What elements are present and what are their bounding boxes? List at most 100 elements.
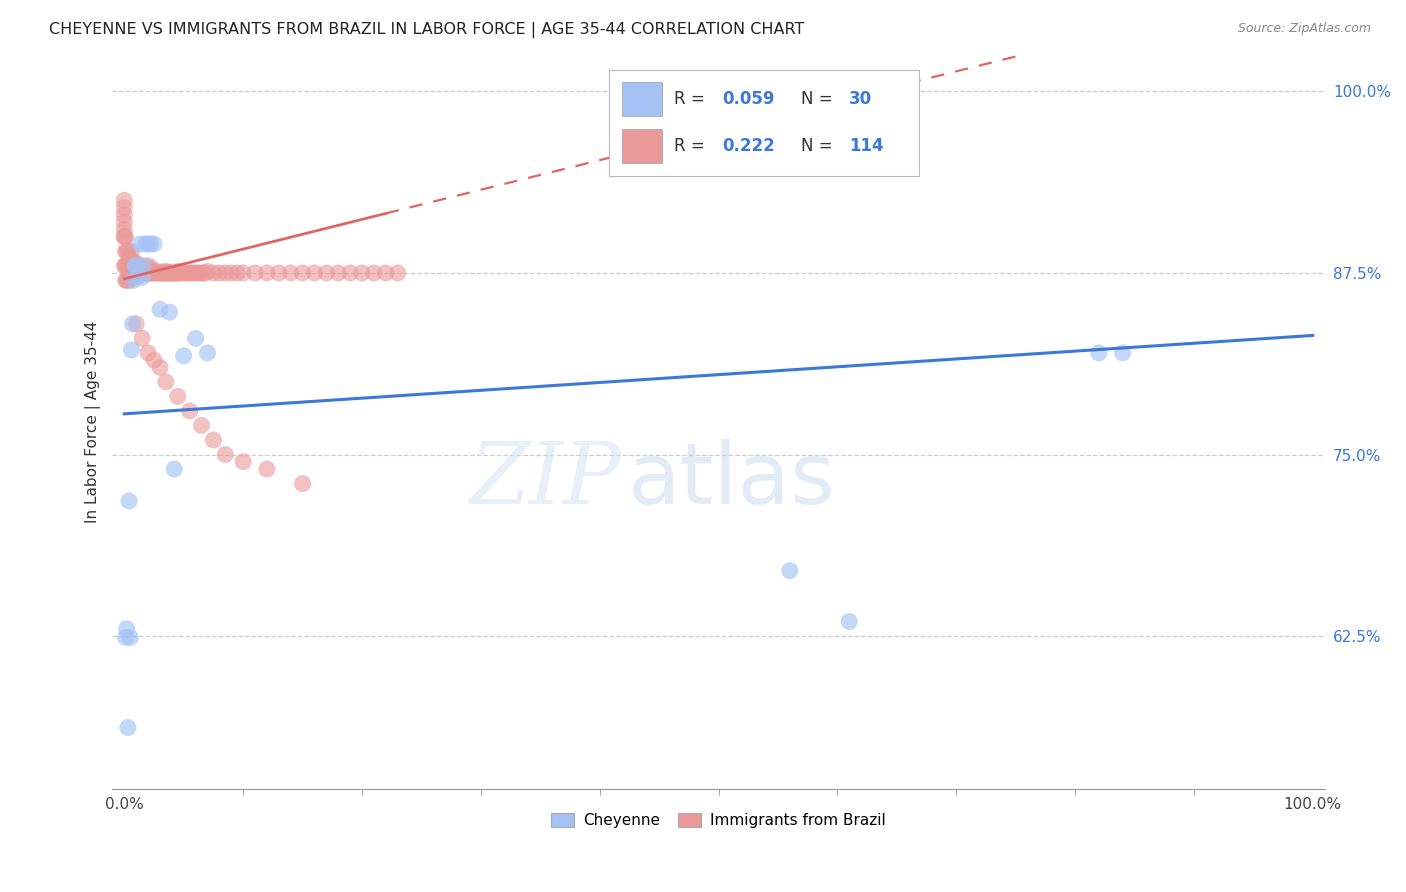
Point [184,331,207,345]
Point [122,266,145,280]
Point [135,236,157,251]
Point [166,264,188,278]
Point [114,229,136,244]
Point [120,261,142,276]
Point [115,273,138,287]
Point [363,266,385,280]
Point [128,236,150,251]
Point [374,266,396,280]
Point [115,244,138,259]
Point [219,266,242,280]
Point [156,264,179,278]
Point [779,564,801,578]
Point [112,194,135,208]
Point [117,259,139,273]
Point [232,266,254,280]
Point [138,266,160,280]
Point [163,462,186,476]
Point [226,266,249,280]
Text: CHEYENNE VS IMMIGRANTS FROM BRAZIL IN LABOR FORCE | AGE 35-44 CORRELATION CHART: CHEYENNE VS IMMIGRANTS FROM BRAZIL IN LA… [49,22,804,38]
Point [121,256,143,270]
Point [166,266,188,280]
Text: Source: ZipAtlas.com: Source: ZipAtlas.com [1237,22,1371,36]
Point [117,721,139,735]
Point [131,270,153,285]
Point [194,266,217,280]
Point [159,266,181,280]
Point [127,266,149,280]
Point [159,266,181,280]
Point [165,266,187,280]
Point [315,266,337,280]
Point [177,266,200,280]
Point [112,229,135,244]
Point [267,266,290,280]
Point [121,266,143,280]
Point [114,631,136,645]
Point [114,244,136,259]
Point [135,266,157,280]
Point [160,266,183,280]
Point [129,266,152,280]
Point [150,266,173,280]
Point [153,266,176,280]
Point [120,244,142,259]
Point [187,266,209,280]
Point [291,266,314,280]
Point [135,261,157,276]
Point [304,266,326,280]
Point [122,256,145,270]
Point [136,266,159,280]
Point [136,346,159,360]
Point [122,273,145,287]
Point [125,256,148,270]
Point [143,266,166,280]
Point [149,360,172,375]
Point [202,266,225,280]
Point [112,259,135,273]
Point [339,266,361,280]
Point [155,375,177,389]
Point [124,259,146,273]
Point [115,259,138,273]
Point [132,266,155,280]
Point [256,266,278,280]
Point [163,266,186,280]
Point [159,305,181,319]
Point [120,343,142,357]
Point [155,266,177,280]
Point [128,266,150,280]
Point [131,266,153,280]
Point [243,266,266,280]
Point [125,266,148,280]
Point [149,266,172,280]
Point [125,317,148,331]
Point [166,389,188,403]
Y-axis label: In Labor Force | Age 35-44: In Labor Force | Age 35-44 [86,320,101,523]
Point [256,462,278,476]
Point [125,259,148,273]
Point [862,85,884,99]
Point [120,266,142,280]
Point [173,349,195,363]
Point [197,346,219,360]
Point [190,418,212,433]
Point [131,261,153,276]
Point [180,266,202,280]
Point [232,455,254,469]
Point [1111,346,1133,360]
Point [280,266,302,280]
Point [143,266,166,280]
Point [120,252,142,266]
Point [124,259,146,273]
Point [112,229,135,244]
Point [208,266,231,280]
Point [350,266,373,280]
Point [136,236,159,251]
Point [152,264,174,278]
Point [179,404,201,418]
Point [886,85,908,99]
Point [118,266,141,280]
Point [112,201,135,215]
Point [191,266,214,280]
